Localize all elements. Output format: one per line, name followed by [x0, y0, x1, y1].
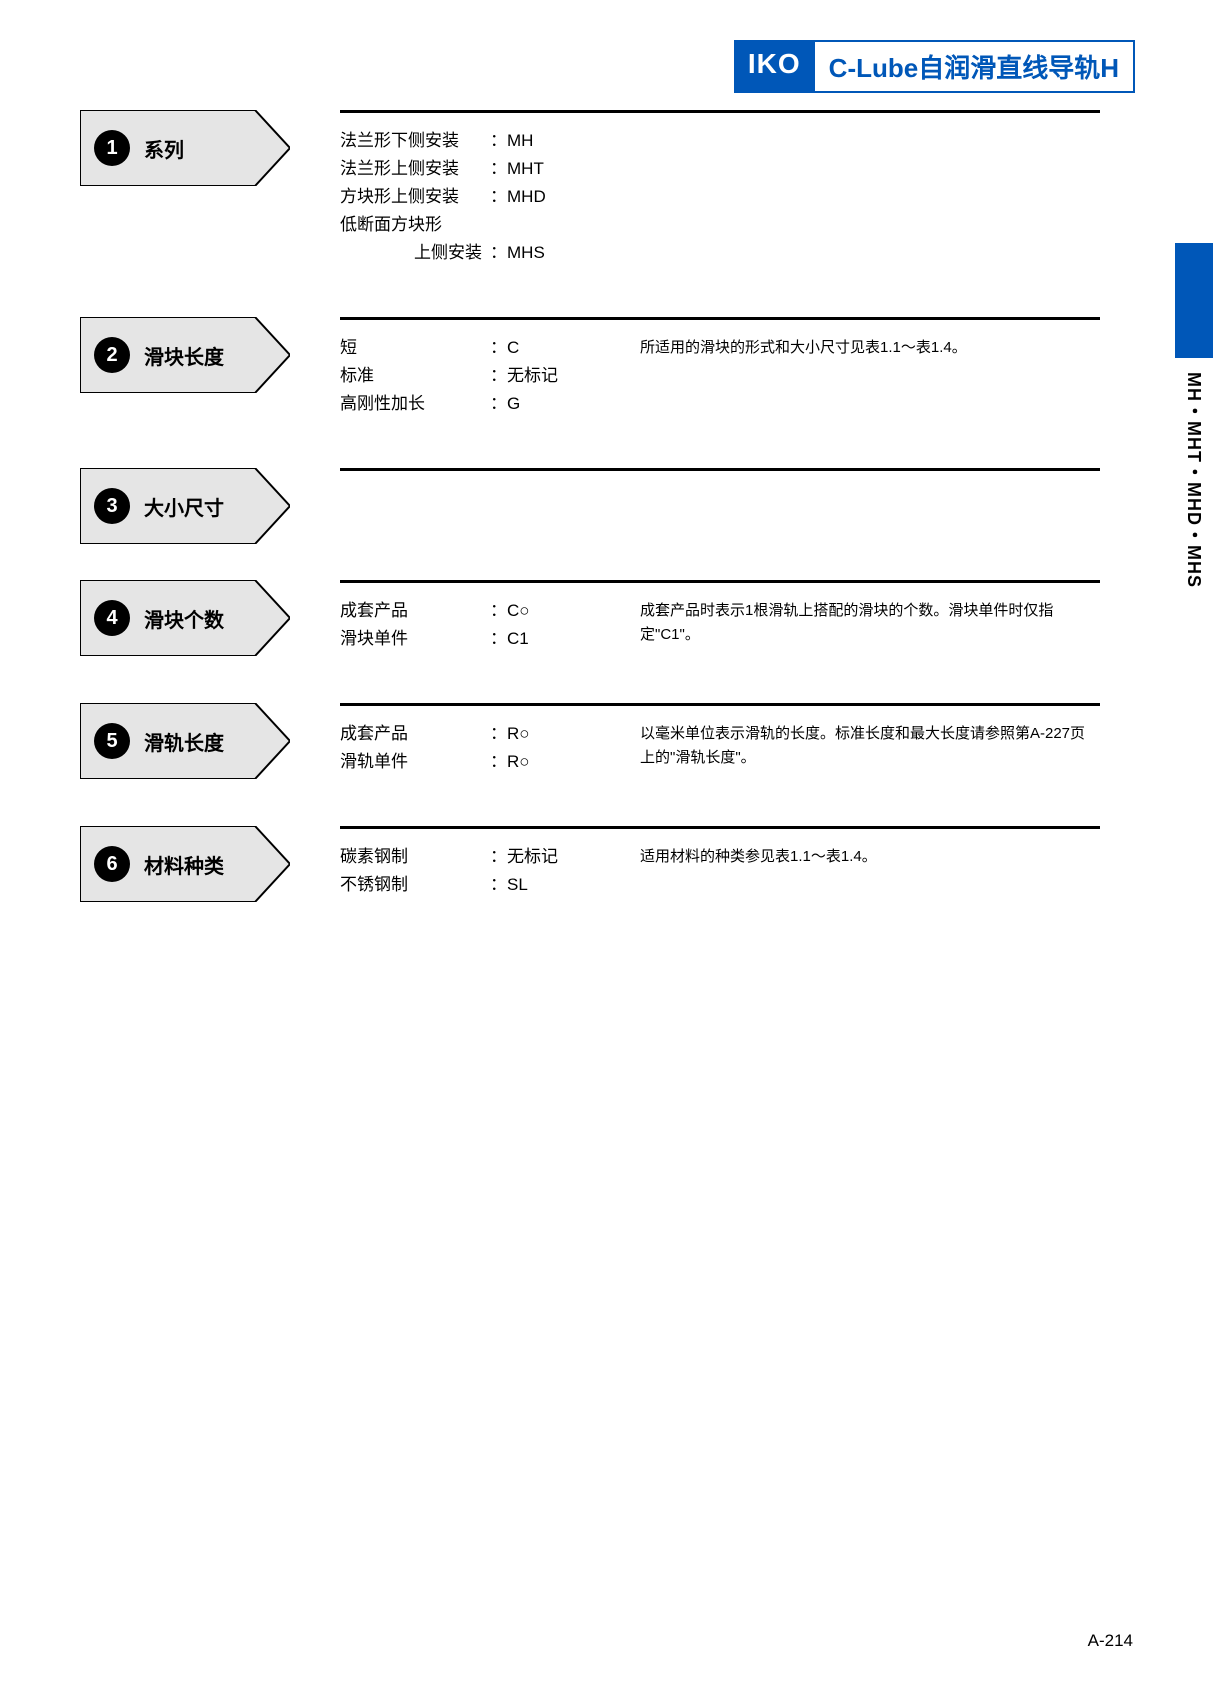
option-code: ：MHD	[490, 183, 546, 211]
option-line: 低断面方块形	[340, 211, 640, 239]
side-series-text: MH・MHT・MHD・MHS	[1181, 372, 1207, 588]
logo: IKO	[734, 40, 815, 93]
option-label: 高刚性加长	[340, 390, 490, 418]
section-3: 3 大小尺寸	[80, 468, 1100, 544]
num-circle: 5	[94, 723, 130, 759]
section-2: 2滑块长度短：C标准：无标记高刚性加长：G所适用的滑块的形式和大小尺寸见表1.1…	[80, 317, 1100, 432]
note-text: 成套产品时表示1根滑轨上搭配的滑块的个数。滑块单件时仅指定"C1"。	[640, 597, 1100, 647]
note-text: 以毫米单位表示滑轨的长度。标准长度和最大长度请参照第A-227页上的"滑轨长度"…	[640, 720, 1100, 770]
num-circle: 2	[94, 337, 130, 373]
option-label: 标准	[340, 362, 490, 390]
option-code: ：SL	[490, 871, 528, 899]
detail-block: 短：C标准：无标记高刚性加长：G所适用的滑块的形式和大小尺寸见表1.1～表1.4…	[340, 317, 1100, 432]
options-column: 成套产品：C○滑块单件：C1	[340, 597, 640, 653]
option-label: 短	[340, 334, 490, 362]
option-code: ：MH	[490, 127, 533, 155]
section-6: 6材料种类碳素钢制：无标记不锈钢制：SL适用材料的种类参见表1.1～表1.4。	[80, 826, 1100, 913]
option-line: 碳素钢制：无标记	[340, 843, 640, 871]
pentagon-label-1: 1 系列	[80, 110, 290, 186]
option-code: ：C	[490, 334, 519, 362]
option-line: 高刚性加长：G	[340, 390, 640, 418]
option-line: 滑块单件：C1	[340, 625, 640, 653]
option-code: ：无标记	[490, 843, 558, 871]
pentagon-label-6: 6 材料种类	[80, 826, 290, 902]
pentagon-label-2: 2 滑块长度	[80, 317, 290, 393]
option-code: ：R○	[490, 748, 530, 776]
num-circle: 4	[94, 600, 130, 636]
pentagon-label-3: 3 大小尺寸	[80, 468, 290, 544]
options-column: 法兰形下侧安装：MH法兰形上侧安装：MHT方块形上侧安装：MHD低断面方块形上侧…	[340, 127, 640, 267]
option-label: 上侧安装	[340, 239, 490, 267]
section-label: 材料种类	[144, 850, 224, 879]
section-label: 滑块个数	[144, 604, 224, 633]
option-line: 标准：无标记	[340, 362, 640, 390]
option-line: 成套产品：C○	[340, 597, 640, 625]
header-bar: IKO C-Lube自润滑直线导轨H	[734, 40, 1135, 93]
options-column: 成套产品：R○滑轨单件：R○	[340, 720, 640, 776]
option-label: 低断面方块形	[340, 211, 490, 239]
detail-block	[340, 468, 1100, 544]
option-label: 成套产品	[340, 597, 490, 625]
option-label: 法兰形下侧安装	[340, 127, 490, 155]
option-code: ：无标记	[490, 362, 558, 390]
section-label: 大小尺寸	[144, 492, 224, 521]
side-tab	[1175, 243, 1213, 358]
option-code: ：C○	[490, 597, 530, 625]
num-circle: 1	[94, 130, 130, 166]
option-code: ：G	[490, 390, 520, 418]
option-line: 法兰形下侧安装：MH	[340, 127, 640, 155]
num-circle: 6	[94, 846, 130, 882]
section-label: 滑块长度	[144, 341, 224, 370]
note-text: 适用材料的种类参见表1.1～表1.4。	[640, 843, 1100, 869]
num-circle: 3	[94, 488, 130, 524]
page-number: A-214	[1088, 1631, 1133, 1651]
option-code: ：MHS	[490, 239, 545, 267]
option-label: 碳素钢制	[340, 843, 490, 871]
content-area: 1 系列 法兰形下侧安装：MH法兰形上侧安装：MHT方块形上侧安装：MHD低断面方块…	[80, 110, 1100, 949]
section-5: 5滑轨长度成套产品：R○滑轨单件：R○以毫米单位表示滑轨的长度。标准长度和最大长…	[80, 703, 1100, 790]
option-code: ：MHT	[490, 155, 544, 183]
option-label: 滑轨单件	[340, 748, 490, 776]
detail-block: 碳素钢制：无标记不锈钢制：SL适用材料的种类参见表1.1～表1.4。	[340, 826, 1100, 913]
option-label: 方块形上侧安装	[340, 183, 490, 211]
option-line: 短：C	[340, 334, 640, 362]
option-label: 滑块单件	[340, 625, 490, 653]
note-text: 所适用的滑块的形式和大小尺寸见表1.1～表1.4。	[640, 334, 1100, 360]
note-text	[640, 127, 1100, 129]
pentagon-label-4: 4 滑块个数	[80, 580, 290, 656]
option-line: 成套产品：R○	[340, 720, 640, 748]
option-line: 法兰形上侧安装：MHT	[340, 155, 640, 183]
options-column: 短：C标准：无标记高刚性加长：G	[340, 334, 640, 418]
option-line: 方块形上侧安装：MHD	[340, 183, 640, 211]
option-line: 不锈钢制：SL	[340, 871, 640, 899]
detail-block: 法兰形下侧安装：MH法兰形上侧安装：MHT方块形上侧安装：MHD低断面方块形上侧…	[340, 110, 1100, 281]
detail-block: 成套产品：C○滑块单件：C1成套产品时表示1根滑轨上搭配的滑块的个数。滑块单件时…	[340, 580, 1100, 667]
options-column: 碳素钢制：无标记不锈钢制：SL	[340, 843, 640, 899]
section-4: 4滑块个数成套产品：C○滑块单件：C1成套产品时表示1根滑轨上搭配的滑块的个数。…	[80, 580, 1100, 667]
option-code: ：C1	[490, 625, 529, 653]
option-line: 滑轨单件：R○	[340, 748, 640, 776]
option-label: 法兰形上侧安装	[340, 155, 490, 183]
detail-block: 成套产品：R○滑轨单件：R○以毫米单位表示滑轨的长度。标准长度和最大长度请参照第…	[340, 703, 1100, 790]
section-label: 系列	[144, 134, 184, 163]
header-title: C-Lube自润滑直线导轨H	[815, 40, 1135, 93]
section-label: 滑轨长度	[144, 727, 224, 756]
pentagon-label-5: 5 滑轨长度	[80, 703, 290, 779]
option-label: 不锈钢制	[340, 871, 490, 899]
note-text	[640, 485, 1100, 487]
option-code: ：R○	[490, 720, 530, 748]
section-1: 1 系列 法兰形下侧安装：MH法兰形上侧安装：MHT方块形上侧安装：MHD低断面方块…	[80, 110, 1100, 281]
option-label: 成套产品	[340, 720, 490, 748]
option-line: 上侧安装：MHS	[340, 239, 640, 267]
